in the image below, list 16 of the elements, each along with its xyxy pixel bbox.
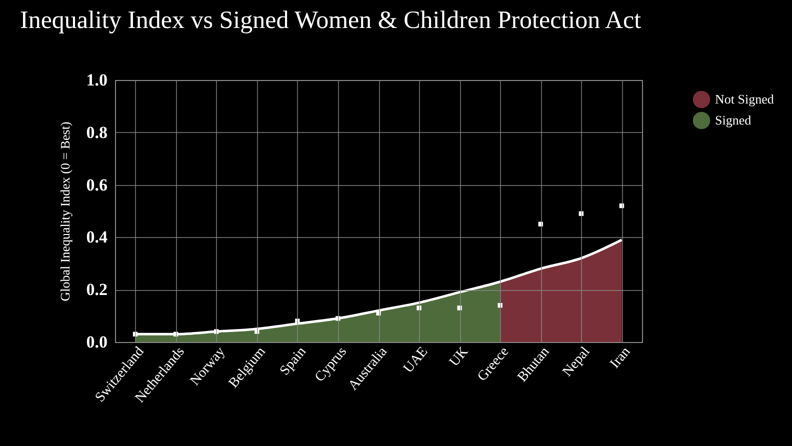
y-tick-label: 0.0	[86, 332, 108, 352]
x-tick-label: Iran	[608, 344, 634, 372]
point	[295, 318, 300, 324]
point	[416, 306, 422, 310]
y-tick-label: 0.4	[86, 228, 108, 247]
legend-label: Not Signed	[715, 92, 774, 106]
legend-label: Signed	[715, 112, 752, 128]
point	[457, 306, 462, 310]
x-tick-label: UK	[447, 344, 472, 370]
y-tick-label: 0.6	[86, 175, 108, 194]
y-tick-label: 1.0	[86, 70, 108, 90]
y-axis-title: Global Inequality Index (0 = Best)	[57, 122, 72, 302]
point	[336, 316, 340, 321]
y-tick-label: 0.8	[86, 122, 108, 142]
y-tick-label: 0.2	[86, 280, 108, 300]
chart-title: Inequality Index vs Signed Women & Children Protection Act	[20, 7, 642, 34]
